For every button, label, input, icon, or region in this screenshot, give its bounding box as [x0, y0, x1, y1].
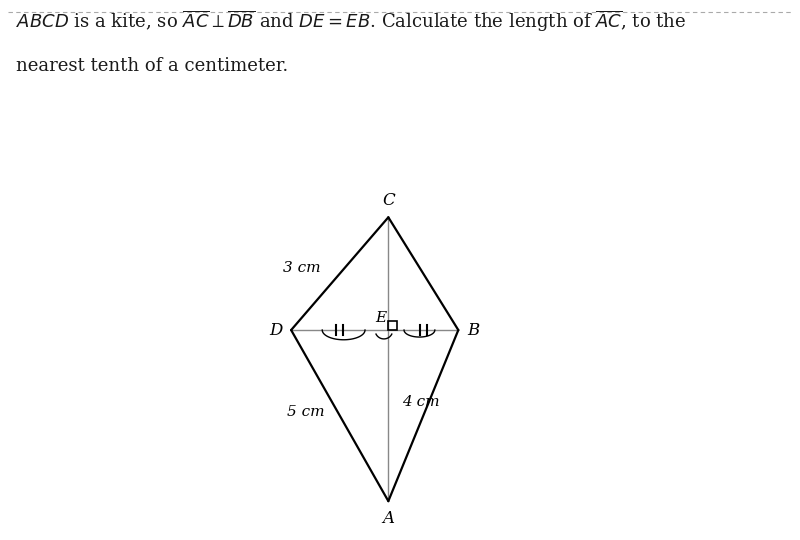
Text: 4 cm: 4 cm: [402, 395, 439, 409]
Text: $ABCD$ is a kite, so $\overline{AC} \perp \overline{DB}$ and $DE = EB$. Calculat: $ABCD$ is a kite, so $\overline{AC} \per…: [16, 8, 686, 33]
Bar: [388, 321, 397, 330]
Text: 5 cm: 5 cm: [286, 404, 324, 418]
Text: B: B: [467, 321, 479, 339]
Text: D: D: [270, 321, 282, 339]
Text: E: E: [375, 311, 386, 325]
Text: nearest tenth of a centimeter.: nearest tenth of a centimeter.: [16, 57, 288, 75]
Text: C: C: [382, 192, 394, 209]
Text: 3 cm: 3 cm: [282, 261, 320, 275]
Text: A: A: [382, 510, 394, 526]
